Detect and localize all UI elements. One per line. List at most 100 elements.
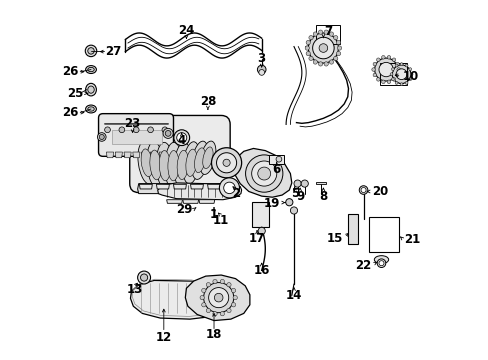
Polygon shape — [115, 152, 122, 158]
Circle shape — [408, 68, 411, 71]
Text: 16: 16 — [253, 264, 269, 277]
Circle shape — [258, 227, 265, 234]
Ellipse shape — [203, 147, 213, 168]
Circle shape — [395, 69, 406, 80]
FancyBboxPatch shape — [129, 116, 230, 193]
Ellipse shape — [156, 142, 173, 189]
Bar — [268, 155, 284, 164]
Text: 5: 5 — [290, 187, 298, 200]
Circle shape — [399, 83, 402, 86]
Polygon shape — [316, 182, 325, 184]
Text: 25: 25 — [67, 87, 83, 100]
Bar — [347, 215, 357, 244]
Text: 3: 3 — [257, 52, 265, 65]
Circle shape — [201, 288, 205, 293]
Polygon shape — [130, 280, 221, 319]
Circle shape — [176, 133, 186, 143]
Circle shape — [371, 68, 375, 71]
Circle shape — [290, 207, 297, 214]
Circle shape — [372, 62, 376, 66]
Ellipse shape — [88, 86, 94, 93]
Circle shape — [301, 180, 308, 187]
Circle shape — [104, 127, 110, 133]
Bar — [368, 217, 398, 252]
Circle shape — [360, 188, 366, 193]
Ellipse shape — [194, 148, 205, 173]
Circle shape — [328, 60, 333, 64]
Circle shape — [88, 48, 94, 54]
Circle shape — [381, 80, 385, 84]
Text: 11: 11 — [213, 214, 229, 227]
Text: 2: 2 — [232, 187, 240, 200]
Text: 20: 20 — [371, 185, 387, 198]
Ellipse shape — [167, 150, 179, 181]
Circle shape — [374, 58, 397, 81]
Circle shape — [391, 58, 395, 62]
Circle shape — [312, 60, 317, 64]
Circle shape — [386, 55, 390, 59]
Circle shape — [257, 167, 270, 180]
Polygon shape — [166, 200, 182, 203]
Circle shape — [258, 69, 264, 75]
Circle shape — [231, 303, 235, 307]
Circle shape — [220, 311, 224, 316]
Polygon shape — [233, 148, 291, 197]
Circle shape — [257, 65, 265, 74]
Polygon shape — [183, 200, 198, 203]
Circle shape — [359, 186, 367, 194]
Circle shape — [378, 261, 383, 266]
Polygon shape — [139, 184, 152, 189]
Ellipse shape — [138, 141, 156, 184]
Circle shape — [174, 130, 189, 145]
Circle shape — [312, 32, 317, 36]
Ellipse shape — [85, 84, 96, 96]
Ellipse shape — [85, 105, 96, 113]
Circle shape — [390, 78, 393, 81]
Circle shape — [376, 77, 379, 81]
Circle shape — [285, 199, 292, 206]
Ellipse shape — [200, 141, 215, 175]
Circle shape — [211, 148, 241, 178]
Circle shape — [223, 182, 235, 194]
Circle shape — [212, 311, 217, 316]
Circle shape — [308, 56, 312, 60]
Polygon shape — [133, 152, 140, 158]
Text: 19: 19 — [263, 197, 279, 210]
Polygon shape — [159, 152, 166, 158]
Circle shape — [133, 127, 139, 133]
Polygon shape — [156, 184, 169, 189]
Circle shape — [251, 161, 276, 186]
Circle shape — [337, 46, 341, 50]
Circle shape — [293, 180, 301, 187]
Circle shape — [165, 131, 171, 136]
Circle shape — [220, 279, 224, 284]
Circle shape — [200, 296, 204, 300]
Polygon shape — [199, 200, 214, 203]
Text: 26: 26 — [62, 65, 79, 78]
Text: 15: 15 — [326, 231, 343, 244]
Circle shape — [386, 80, 390, 84]
Ellipse shape — [88, 67, 94, 72]
Circle shape — [226, 309, 231, 313]
Circle shape — [394, 81, 397, 84]
Circle shape — [245, 155, 282, 192]
Circle shape — [305, 51, 310, 56]
Circle shape — [214, 293, 223, 302]
Text: 10: 10 — [402, 69, 418, 82]
Circle shape — [308, 33, 338, 63]
Ellipse shape — [174, 143, 191, 188]
Circle shape — [381, 55, 385, 59]
Circle shape — [399, 63, 402, 66]
Text: 1: 1 — [209, 208, 218, 221]
Ellipse shape — [164, 142, 182, 189]
Text: 28: 28 — [199, 95, 216, 108]
Text: 14: 14 — [285, 289, 302, 302]
Circle shape — [308, 36, 312, 40]
Circle shape — [408, 78, 411, 81]
Circle shape — [336, 40, 340, 45]
Text: 13: 13 — [127, 283, 143, 296]
Circle shape — [201, 303, 205, 307]
Bar — [379, 63, 406, 85]
Circle shape — [85, 45, 97, 57]
Circle shape — [231, 288, 235, 293]
